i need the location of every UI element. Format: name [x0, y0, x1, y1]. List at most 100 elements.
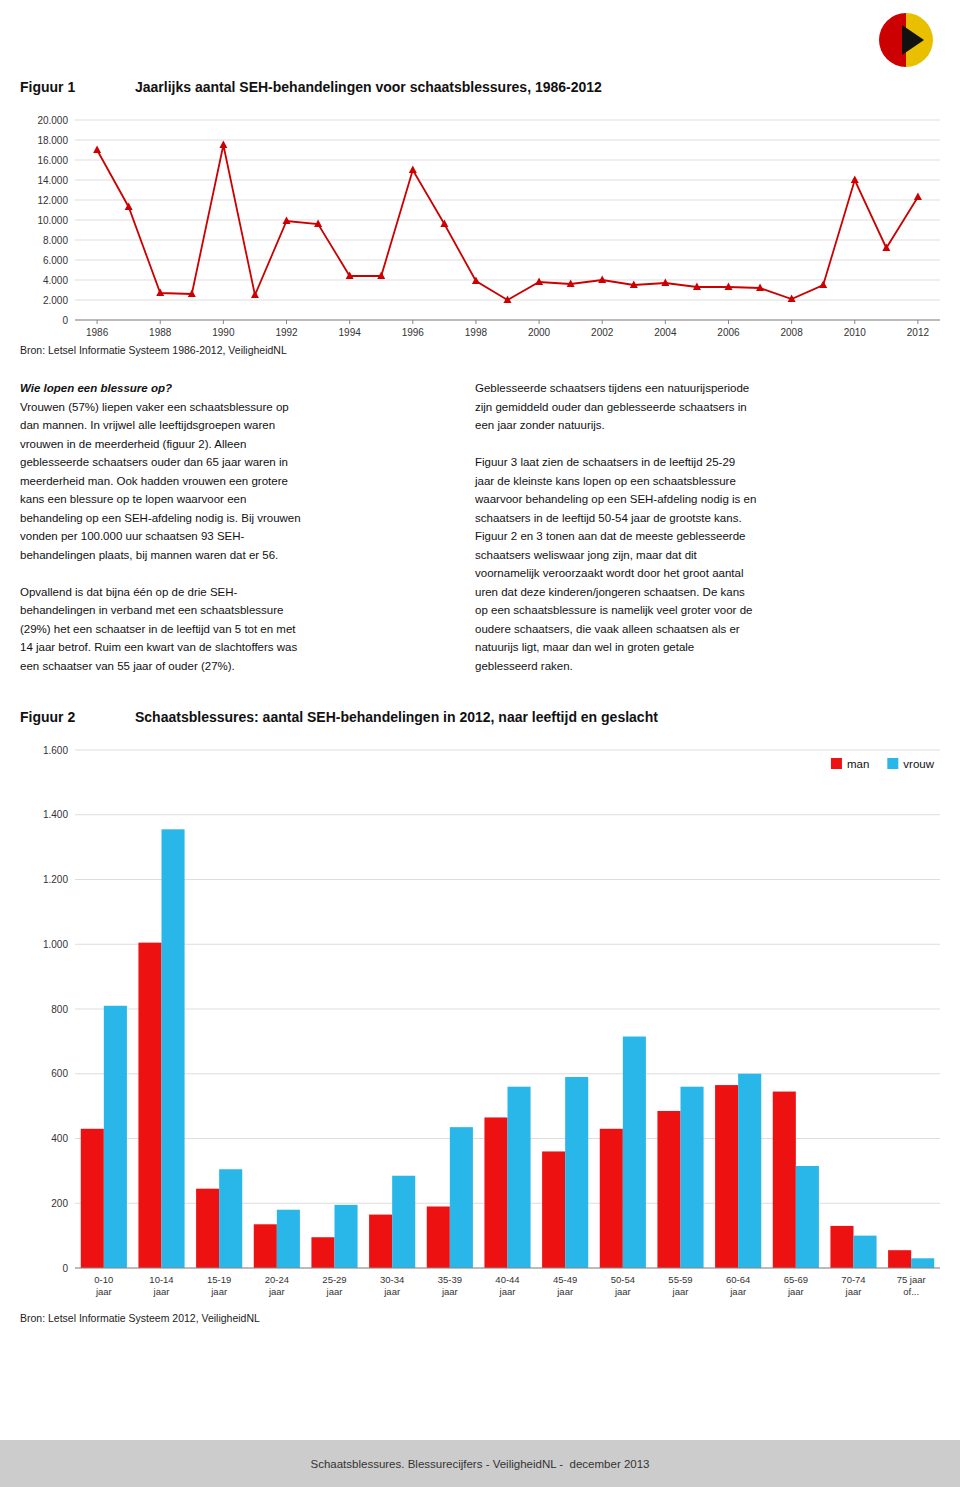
- figure-label: Figuur 2: [20, 709, 75, 725]
- marker: [346, 272, 354, 280]
- body-line: behandelingen plaats, bij mannen waren d…: [20, 549, 278, 561]
- chart-line: 02.0004.0006.0008.00010.00012.00014.0001…: [37, 115, 940, 339]
- grid-line: [75, 750, 940, 751]
- marker: [125, 203, 133, 211]
- marker: [756, 284, 764, 292]
- body-line: Opvallend is dat bijna één op de drie SE…: [20, 586, 238, 598]
- marker: [851, 176, 859, 184]
- x-tick: [349, 320, 350, 324]
- source: Bron: Letsel Informatie Systeem 1986-201…: [20, 344, 287, 356]
- body-line: vrouwen in de meerderheid (figuur 2). Al…: [20, 438, 246, 450]
- x-tick-label: 10-14jaar: [149, 1274, 173, 1297]
- body-line: Vrouwen (57%) liepen vaker een schaatsbl…: [20, 401, 289, 413]
- body-title: Wie lopen een blessure op?: [20, 382, 172, 394]
- body-line: behandeling op een SEH-afdeling nodig is…: [20, 512, 301, 524]
- x-tick-label-line: jaar: [556, 1286, 573, 1297]
- x-tick-label: 1986: [86, 327, 109, 338]
- marker: [882, 244, 890, 252]
- x-tick-label-line: 15-19: [207, 1274, 231, 1285]
- marker: [567, 280, 575, 288]
- y-tick-label: 6.000: [43, 255, 68, 266]
- bar: [854, 1236, 877, 1268]
- body-line: meerderheid man. Ook hadden vrouwen een …: [20, 475, 288, 487]
- x-tick-label-line: 20-24: [265, 1274, 289, 1285]
- body-line: waarvoor behandeling op een SEH-afdeling…: [474, 493, 756, 505]
- body-line: uren dat deze kinderen/jongeren schaatse…: [475, 586, 745, 598]
- grid-line: [75, 140, 940, 141]
- x-tick: [412, 320, 413, 324]
- x-tick-label-line: jaar: [845, 1286, 862, 1297]
- x-tick-label: 65-69jaar: [784, 1274, 808, 1297]
- grid-line: [75, 240, 940, 241]
- grid-line: [75, 1073, 940, 1074]
- bar: [369, 1215, 392, 1268]
- x-tick-label-line: 10-14: [149, 1274, 173, 1285]
- x-tick-label-line: jaar: [614, 1286, 631, 1297]
- x-tick-label-line: jaar: [787, 1286, 804, 1297]
- x-tick: [791, 320, 792, 324]
- body-line: een schaatser van 55 jaar of ouder (27%)…: [20, 660, 235, 672]
- marker: [314, 220, 322, 228]
- body-line: op een schaatsblessure is namelijk veel …: [475, 604, 752, 616]
- grid-line: [75, 879, 940, 880]
- marks: [93, 141, 922, 304]
- bar: [219, 1169, 242, 1268]
- y-tick-label: 18.000: [37, 135, 68, 146]
- y-tick-label: 20.000: [37, 115, 68, 126]
- chart-bar: 02004006008001.0001.2001.4001.6000-10jaa…: [43, 745, 940, 1298]
- bar: [542, 1151, 565, 1268]
- x-tick-label-line: jaar: [153, 1286, 170, 1297]
- x-tick-label: 50-54jaar: [611, 1274, 635, 1297]
- footer-band: [0, 1440, 960, 1487]
- x-tick: [160, 320, 161, 324]
- x-tick-label-line: jaar: [499, 1286, 516, 1297]
- x-tick-label-line: jaar: [210, 1286, 227, 1297]
- y-tick-label: 10.000: [37, 215, 68, 226]
- body-line: geblesseerd raken.: [475, 660, 573, 672]
- bar: [911, 1258, 934, 1268]
- y-tick-label: 1.600: [43, 745, 68, 756]
- x-tick-label: 75 jaarof...: [897, 1274, 926, 1297]
- footer-text: Schaatsblessures. Blessurecijfers - Veil…: [311, 1458, 650, 1470]
- marker: [630, 281, 638, 289]
- marker: [440, 220, 448, 228]
- grid-line: [75, 220, 940, 221]
- x-tick-label: 2006: [717, 327, 740, 338]
- grid-line: [75, 1009, 940, 1010]
- body-line: oudere schaatsers, die vaak alleen schaa…: [475, 623, 740, 635]
- y-tick-label: 16.000: [37, 155, 68, 166]
- grid-line: [75, 120, 940, 121]
- logo: [879, 13, 933, 67]
- legend-swatch: [831, 758, 842, 769]
- bar: [104, 1006, 127, 1268]
- x-tick-label: 2010: [844, 327, 867, 338]
- y-tick-label: 2.000: [43, 295, 68, 306]
- grid-line: [75, 814, 940, 815]
- legend-swatch: [887, 758, 898, 769]
- marker: [409, 166, 417, 174]
- x-tick-label: 1994: [339, 327, 362, 338]
- body-line: 14 jaar betrof. Ruim een kwart van de sl…: [20, 641, 297, 653]
- body-line: natuurijs ligt, maar dan wel in groten g…: [475, 641, 694, 653]
- x-axis-line: [75, 1268, 940, 1269]
- x-tick-label: 1990: [212, 327, 235, 338]
- grid-line: [75, 260, 940, 261]
- marks: [81, 829, 934, 1268]
- body-line: geblesseerde schaatsers ouder dan 65 jaa…: [20, 456, 288, 468]
- x-tick-label-line: jaar: [268, 1286, 285, 1297]
- x-tick: [475, 320, 476, 324]
- x-tick: [223, 320, 224, 324]
- x-tick-label-line: 75 jaar: [897, 1274, 926, 1285]
- bar: [392, 1176, 415, 1268]
- y-tick-label: 4.000: [43, 275, 68, 286]
- chart-title: Jaarlijks aantal SEH-behandelingen voor …: [135, 79, 602, 95]
- legend-label: vrouw: [903, 758, 934, 770]
- x-tick-label: 1992: [275, 327, 298, 338]
- legend-label: man: [847, 758, 869, 770]
- x-tick-label: 30-34jaar: [380, 1274, 404, 1297]
- marker: [788, 295, 796, 303]
- grid-line: [75, 280, 940, 281]
- marker: [156, 289, 164, 297]
- x-tick-label: 20-24jaar: [265, 1274, 289, 1297]
- x-tick-label: 2004: [654, 327, 677, 338]
